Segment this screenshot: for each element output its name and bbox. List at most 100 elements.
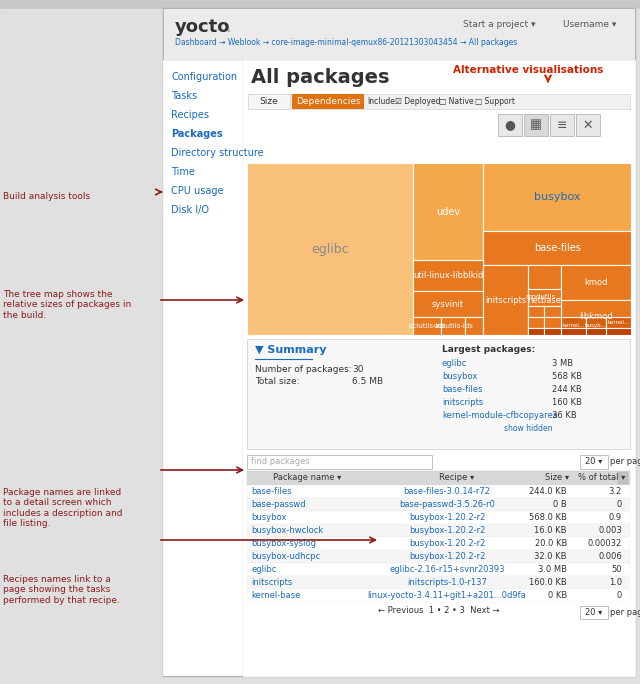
Text: Dashboard → Weblook → core-image-minimal-qemux86-20121303043454 → All packages: Dashboard → Weblook → core-image-minimal… <box>175 38 517 47</box>
Bar <box>247 498 630 511</box>
Bar <box>292 94 364 109</box>
Text: initscripts: initscripts <box>251 578 292 587</box>
Bar <box>247 550 630 563</box>
Text: 1.0: 1.0 <box>609 578 622 587</box>
Text: eglibc: eglibc <box>442 359 467 368</box>
Text: base-files-3.0.14-r72: base-files-3.0.14-r72 <box>403 487 490 496</box>
Bar <box>247 163 413 335</box>
Text: sysvinit: sysvinit <box>432 300 464 308</box>
Text: kernel...: kernel... <box>607 320 630 325</box>
Bar <box>413 291 483 317</box>
Text: busybox-udhcpc: busybox-udhcpc <box>251 552 320 561</box>
Text: □ Native: □ Native <box>439 97 474 106</box>
Bar <box>247 537 630 550</box>
Bar <box>248 94 290 109</box>
Text: 0 B: 0 B <box>553 500 567 509</box>
Text: 568.0 KB: 568.0 KB <box>529 513 567 522</box>
Text: busybox: busybox <box>442 372 477 381</box>
Bar <box>618 472 628 484</box>
Text: busybox-1.20.2-r2: busybox-1.20.2-r2 <box>409 539 485 548</box>
Text: eglibc: eglibc <box>251 565 276 574</box>
Text: modutils...: modutils... <box>525 294 563 300</box>
Bar <box>247 163 631 335</box>
Text: 0 KB: 0 KB <box>548 591 567 600</box>
Bar <box>528 289 561 306</box>
Text: ●: ● <box>504 118 515 131</box>
Text: eglibc-2.16-r15+svnr20393: eglibc-2.16-r15+svnr20393 <box>389 565 505 574</box>
Text: Size ▾: Size ▾ <box>545 473 569 482</box>
Text: linux-yocto-3.4.11+git1+a201...0d9fa: linux-yocto-3.4.11+git1+a201...0d9fa <box>367 591 526 600</box>
Bar <box>544 306 561 317</box>
Text: busybox-1.20.2-r2: busybox-1.20.2-r2 <box>409 552 485 561</box>
Text: pciutils-ids: pciutils-ids <box>408 323 445 329</box>
Text: per page: per page <box>610 458 640 466</box>
Text: Largest packages:: Largest packages: <box>442 345 535 354</box>
Bar <box>247 524 630 537</box>
Text: Username ▾: Username ▾ <box>563 20 616 29</box>
Bar <box>561 317 586 335</box>
Text: busyb...: busyb... <box>585 324 607 328</box>
Bar <box>247 511 630 524</box>
Bar <box>528 328 544 335</box>
Text: ▼ Summary: ▼ Summary <box>255 345 326 355</box>
Text: 0.00032: 0.00032 <box>588 539 622 548</box>
Text: per page: per page <box>610 608 640 617</box>
Text: 0: 0 <box>617 500 622 509</box>
Text: netbase: netbase <box>527 295 561 304</box>
Bar <box>528 306 544 317</box>
Text: Configuration: Configuration <box>171 72 237 82</box>
Text: kernel-base: kernel-base <box>251 591 300 600</box>
Text: Include:: Include: <box>367 97 397 106</box>
Bar <box>247 589 630 602</box>
Text: ← Previous  1 • 2 • 3  Next →: ← Previous 1 • 2 • 3 Next → <box>378 606 499 615</box>
Bar <box>483 265 528 335</box>
Text: 50: 50 <box>611 565 622 574</box>
Bar <box>586 317 606 335</box>
Text: Size: Size <box>260 97 278 106</box>
Bar <box>247 576 630 589</box>
Text: 20 ▾: 20 ▾ <box>586 608 603 617</box>
Bar <box>483 231 631 265</box>
Text: kernel-module-cfbcopyarea: kernel-module-cfbcopyarea <box>442 411 558 420</box>
Bar <box>544 317 561 328</box>
Text: The tree map shows the
relative sizes of packages in
the build.: The tree map shows the relative sizes of… <box>3 290 131 320</box>
Text: eglibc: eglibc <box>311 243 349 256</box>
Text: 20.0 KB: 20.0 KB <box>534 539 567 548</box>
Text: libkmod: libkmod <box>579 313 612 321</box>
Text: Packages: Packages <box>171 129 223 139</box>
Text: usbutils-ids: usbutils-ids <box>433 323 473 329</box>
Text: find packages: find packages <box>251 458 310 466</box>
Text: Number of packages:: Number of packages: <box>255 365 351 374</box>
Bar <box>243 60 635 676</box>
Text: Disk I/O: Disk I/O <box>171 205 209 215</box>
Text: 3 MB: 3 MB <box>552 359 573 368</box>
Text: Total size:: Total size: <box>255 377 300 386</box>
Bar <box>561 328 586 335</box>
Text: 3.2: 3.2 <box>609 487 622 496</box>
Text: udev: udev <box>436 207 460 217</box>
Text: ▦: ▦ <box>530 118 542 131</box>
Text: 3.0 MB: 3.0 MB <box>538 565 567 574</box>
Text: busybox-syslog: busybox-syslog <box>251 539 316 548</box>
Text: Time: Time <box>171 167 195 177</box>
Text: ☑ Deployed: ☑ Deployed <box>395 97 440 106</box>
Bar <box>465 317 483 335</box>
Bar <box>580 606 608 619</box>
Bar <box>163 60 243 676</box>
Text: 32.0 KB: 32.0 KB <box>534 552 567 561</box>
Bar <box>247 485 630 498</box>
Text: kernel...: kernel... <box>562 324 584 328</box>
Text: show hidden: show hidden <box>504 424 552 433</box>
Text: 0.003: 0.003 <box>598 526 622 535</box>
Text: Build analysis tools: Build analysis tools <box>3 192 90 201</box>
Bar <box>586 328 606 335</box>
Bar <box>561 265 631 300</box>
Text: 568 KB: 568 KB <box>552 372 582 381</box>
Bar <box>561 300 631 334</box>
Bar <box>247 471 630 485</box>
Text: All packages: All packages <box>251 68 390 87</box>
Text: 16.0 KB: 16.0 KB <box>534 526 567 535</box>
Bar <box>528 265 561 335</box>
Bar <box>247 339 630 449</box>
Bar <box>413 163 483 260</box>
